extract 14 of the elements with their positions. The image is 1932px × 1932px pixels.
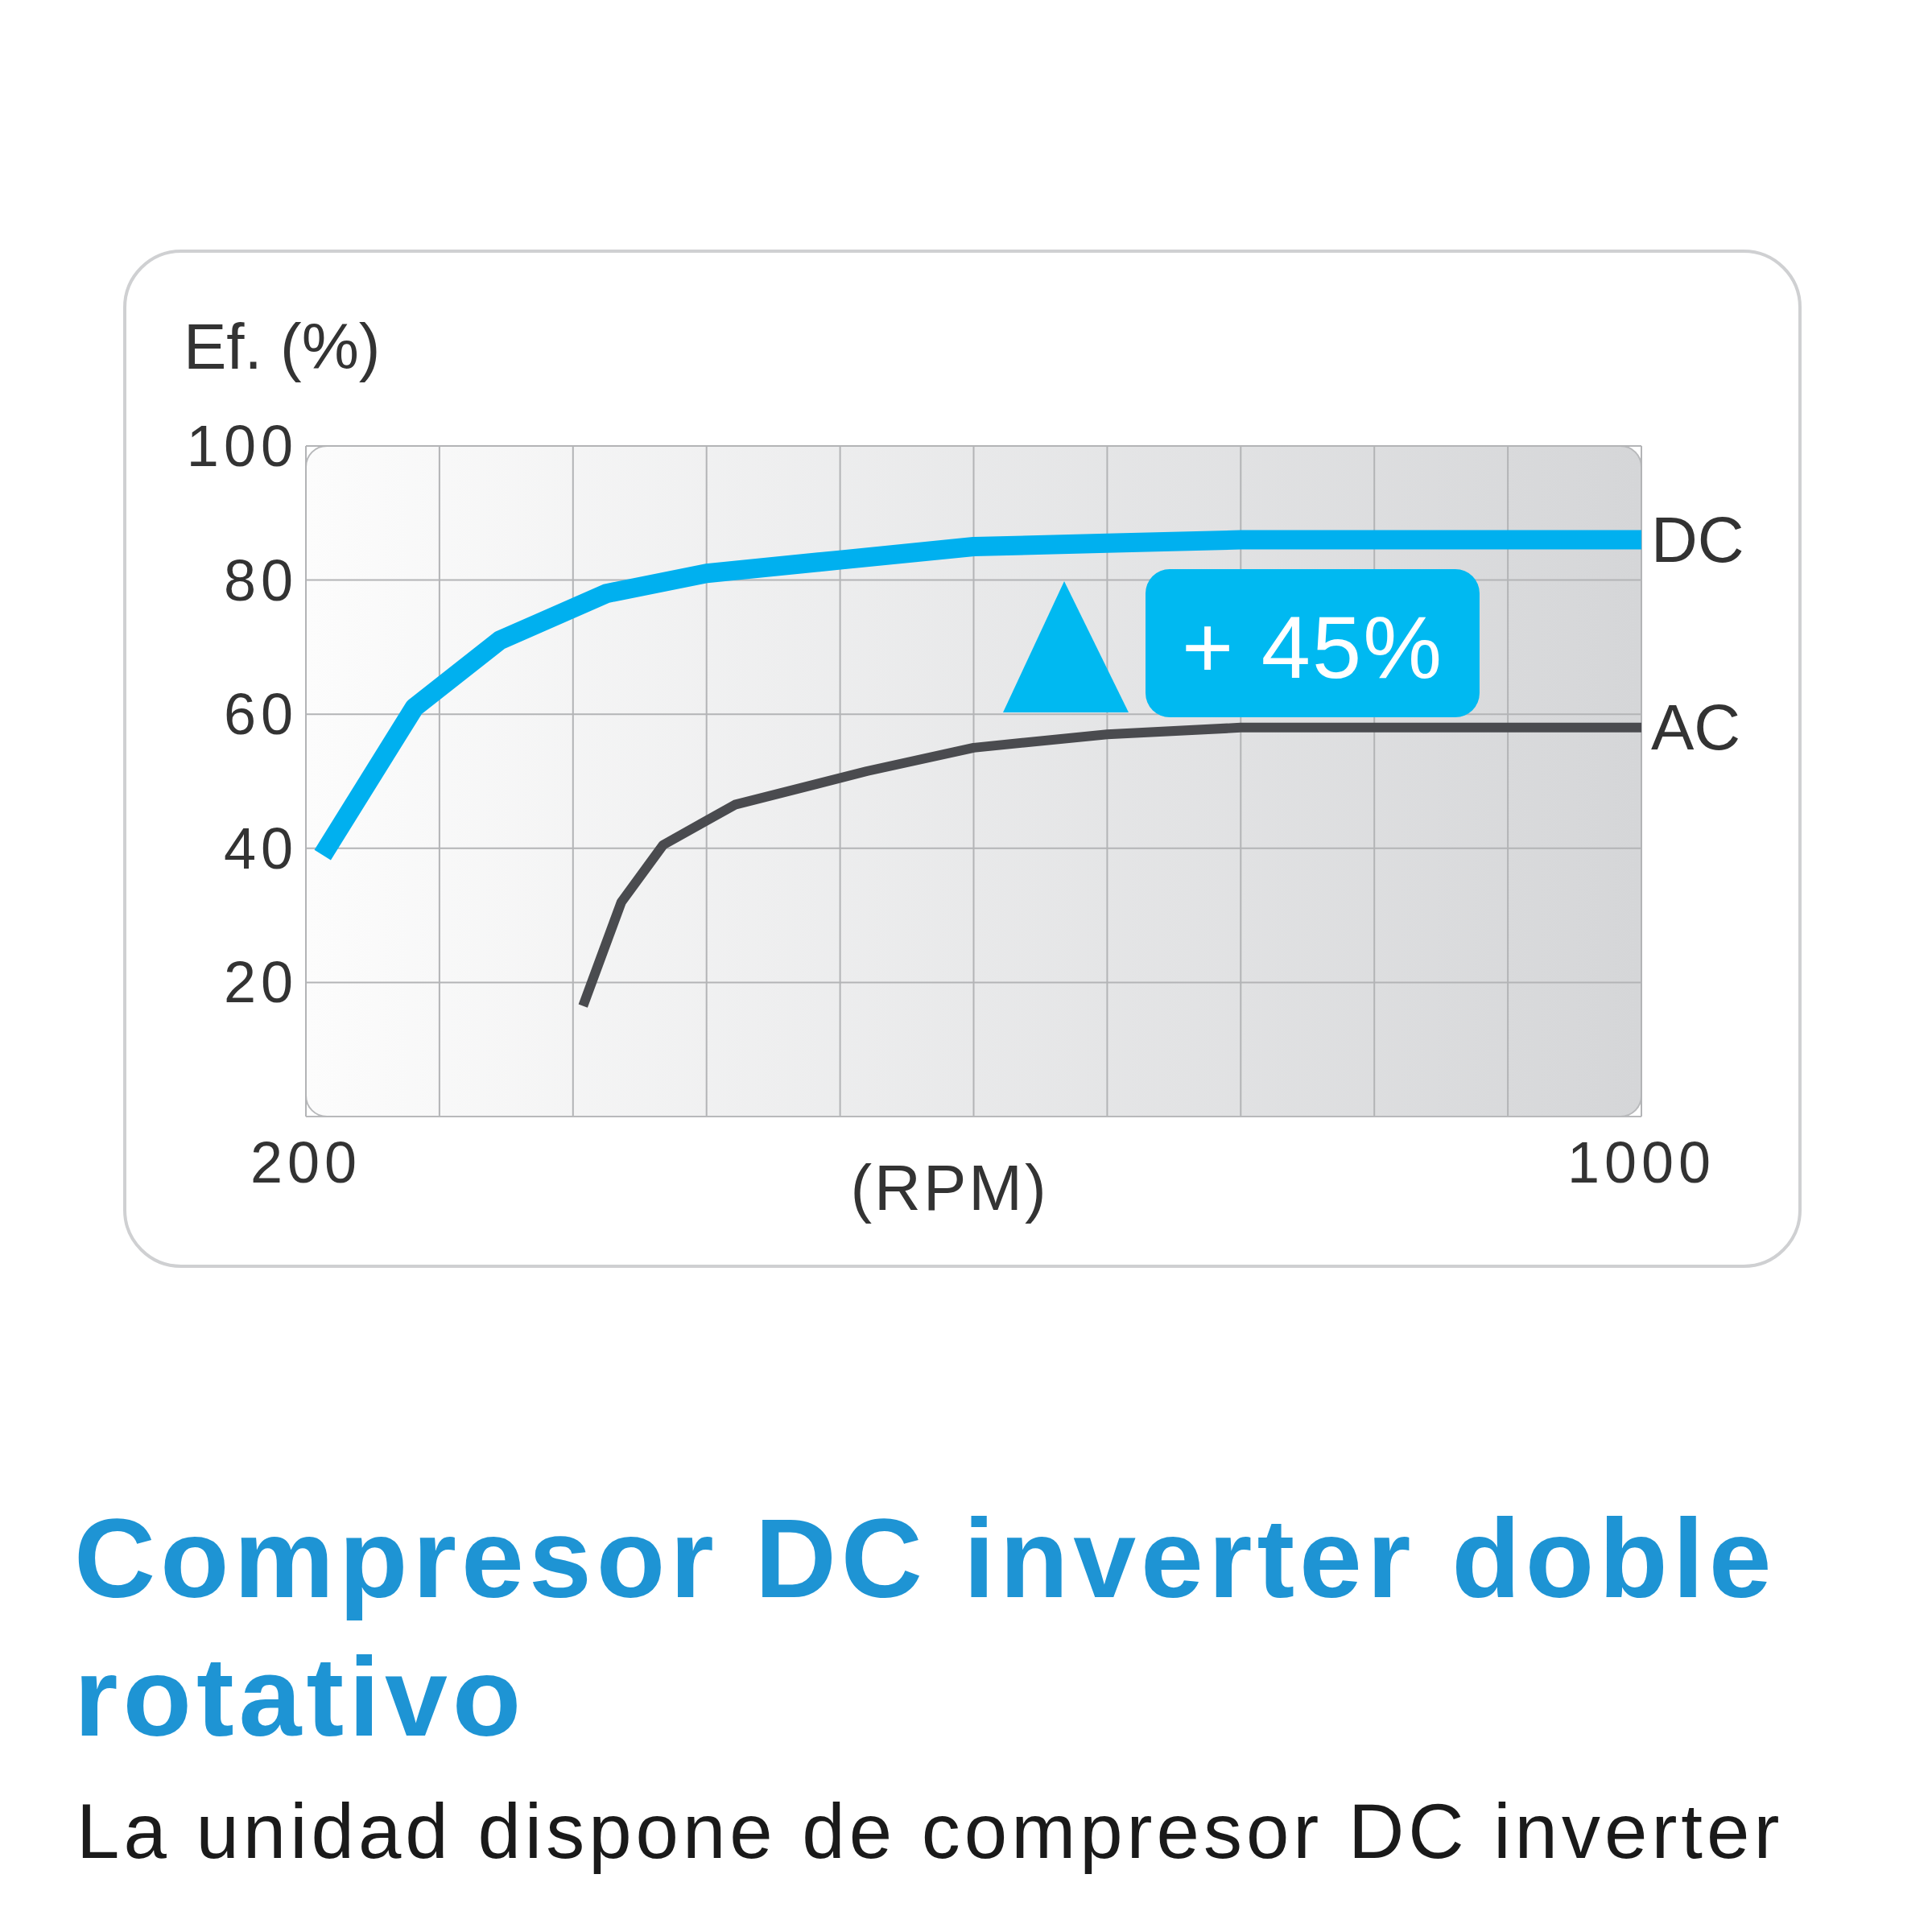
x-tick-label: 200: [250, 1130, 362, 1195]
y-tick-label: 100: [186, 414, 298, 478]
y-tick-label: 60: [223, 682, 298, 747]
x-tick-label: 1000: [1567, 1130, 1716, 1195]
text: Compresor DC inverter doble rotativo: [74, 1495, 1777, 1760]
x-axis-title: (RPM): [850, 1152, 1049, 1224]
y-tick-label: 80: [223, 547, 298, 613]
y-axis-title: Ef. (%): [184, 311, 381, 382]
series-label: AC: [1651, 691, 1741, 764]
y-tick-label: 40: [223, 815, 298, 881]
annotation: + 45%: [1182, 597, 1443, 696]
y-tick-label: 20: [223, 950, 298, 1015]
text: La unidad dispone de compresor DC inverter: [76, 1788, 1784, 1874]
series-label: DC: [1651, 504, 1744, 576]
